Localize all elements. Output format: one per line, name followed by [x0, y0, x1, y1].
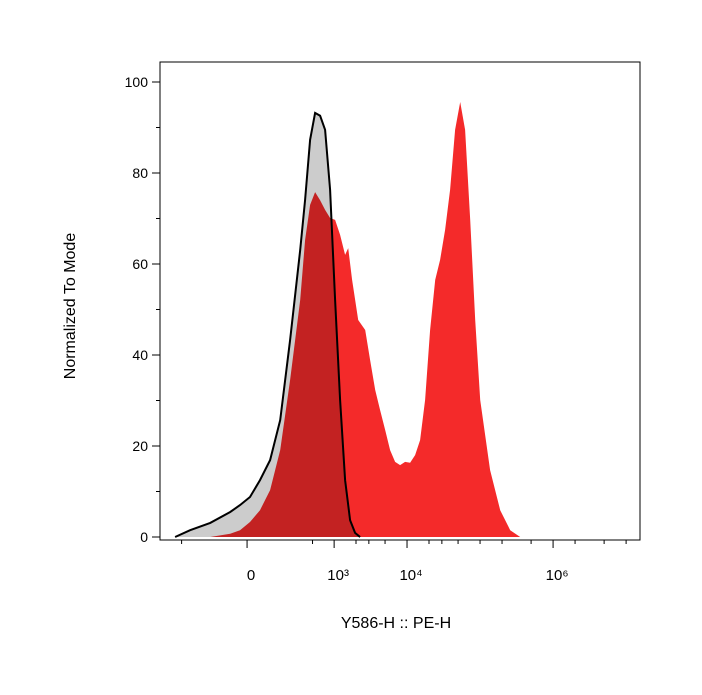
- y-tick-label: 60: [132, 256, 148, 272]
- plot-frame: [159, 61, 641, 541]
- y-tick-label: 100: [125, 74, 149, 90]
- y-tick-label: 0: [140, 529, 148, 545]
- x-tick-label: 0: [247, 567, 255, 584]
- x-axis-title: Y586-H :: PE-H: [341, 615, 451, 632]
- y-tick-label: 40: [132, 347, 148, 363]
- y-axis-title: Normalized To Mode: [62, 233, 79, 380]
- histogram-outline: [174, 111, 361, 538]
- histogram-area: [190, 102, 521, 537]
- x-tick-label: 10⁶: [546, 567, 569, 584]
- x-tick-label: 10³: [327, 567, 349, 584]
- y-tick-label: 20: [132, 438, 148, 454]
- histogram-area: [175, 112, 361, 538]
- y-tick-label: 80: [132, 165, 148, 181]
- x-tick-label: 10⁴: [399, 567, 422, 584]
